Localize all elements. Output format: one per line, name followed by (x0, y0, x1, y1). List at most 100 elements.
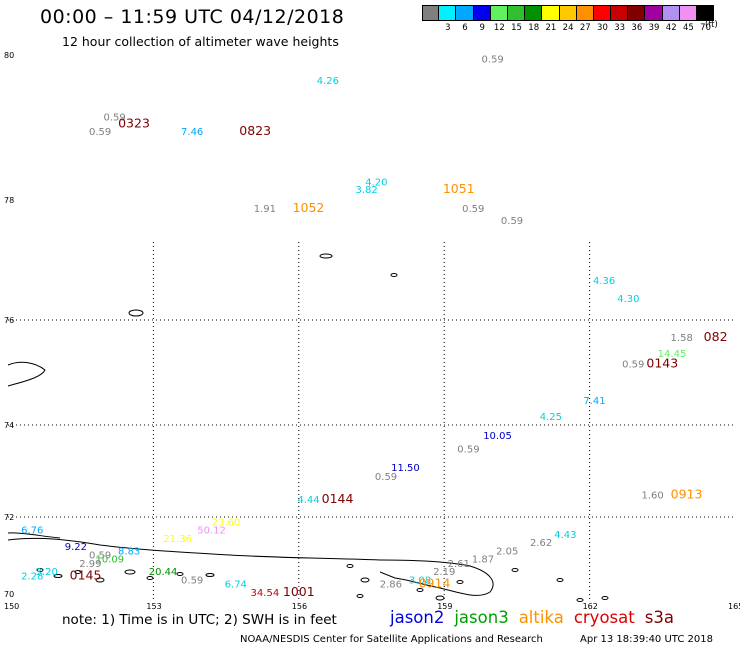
wave-height-value: 1.58 (671, 333, 693, 344)
wave-height-value: 0.59 (457, 445, 479, 456)
wave-height-value: 2.61 (448, 559, 470, 570)
wave-height-value: 14.45 (658, 349, 687, 360)
legend-value: 3 (445, 23, 451, 33)
legend-value: 21 (545, 23, 557, 33)
satellite-key: jason2 jason3 altika cryosat s3a (390, 608, 674, 627)
wave-height-value: 7.41 (583, 396, 605, 407)
legend-color-box (645, 5, 663, 21)
coastline-left-edge (7, 532, 61, 539)
legend-swatch: 24 (559, 5, 577, 33)
legend-swatch: 42 (662, 5, 680, 33)
wave-height-value: 4.43 (554, 530, 576, 541)
legend-color-box (525, 5, 543, 21)
legend-value: 12 (493, 23, 505, 33)
pass-time-label: 0823 (239, 123, 271, 138)
legend-swatch: 3 (439, 5, 457, 33)
legend-swatch: 70 (697, 5, 715, 33)
legend-swatch: 6 (456, 5, 474, 33)
pass-time-label: 1001 (283, 584, 315, 599)
wave-height-value: 20.44 (149, 567, 178, 578)
legend-color-box (490, 5, 508, 21)
legend-swatch (422, 5, 440, 33)
latitude-tick-label: 72 (4, 513, 14, 522)
legend-swatch: 39 (645, 5, 663, 33)
legend-value: 39 (648, 23, 660, 33)
longitude-tick-label: 162 (583, 602, 598, 611)
legend-value: 33 (614, 23, 626, 33)
legend-color-box (439, 5, 457, 21)
wave-height-value: 1.87 (472, 555, 494, 566)
axis-labels: 150 153 156 159 162 165 80 78 76 74 72 70 (4, 51, 740, 611)
wave-height-value: 2.05 (496, 546, 518, 557)
satellite-cryosat: cryosat (573, 608, 635, 627)
island-small-1 (319, 253, 333, 259)
wave-height-value: 2.28 (21, 571, 43, 582)
legend-swatch: 27 (576, 5, 594, 33)
wave-height-value: 2.62 (530, 538, 552, 549)
legend-color-box (662, 5, 680, 21)
legend-color-box (542, 5, 560, 21)
wave-height-value: 10.05 (483, 431, 512, 442)
island-small-3 (128, 309, 144, 317)
legend-color-box (593, 5, 612, 21)
wave-height-value: 0.59 (501, 216, 523, 227)
wave-height-value: 3.20 (36, 567, 58, 578)
longitude-tick-label: 150 (4, 602, 19, 611)
legend-value: 27 (579, 23, 591, 33)
wave-height-value: 0.59 (482, 54, 504, 65)
wave-height-value: 3.82 (356, 185, 378, 196)
wave-height-value: 0.59 (375, 472, 397, 483)
legend-swatch: 18 (525, 5, 543, 33)
legend-color-box (628, 5, 646, 21)
legend-color-box (559, 5, 577, 21)
coastline (7, 253, 609, 602)
coastline-mainland (7, 537, 494, 596)
wave-height-value: 6.74 (225, 580, 247, 591)
latitude-tick-label: 78 (4, 196, 14, 205)
legend-value: 45 (682, 23, 694, 33)
pass-time-label: 0145 (70, 567, 102, 582)
latitude-tick-label: 80 (4, 51, 14, 60)
wave-height-value: 0.59 (622, 359, 644, 370)
latitude-tick-label: 70 (4, 590, 14, 599)
pass-time-label: 0143 (646, 355, 678, 370)
legend-value: 30 (597, 23, 608, 33)
wave-height-value: 4.20 (365, 178, 387, 189)
satellite-altika: altika (518, 608, 564, 627)
pass-time-label: 1051 (443, 181, 475, 196)
legend-swatch: 15 (507, 5, 526, 33)
legend-value: 24 (562, 23, 574, 33)
wave-height-value: 1.91 (254, 204, 276, 215)
wave-height-value: 0.59 (181, 575, 203, 586)
wave-height-value: 0.59 (89, 127, 111, 138)
wave-height-value: 4.26 (317, 76, 339, 87)
legend-unit: (ft) (705, 20, 718, 30)
legend-value: 9 (479, 23, 485, 33)
wave-height-value: 9.22 (65, 542, 87, 553)
legend-color-box (576, 5, 594, 21)
wave-height-value: 7.46 (181, 127, 203, 138)
wave-height-value: 21.36 (163, 534, 192, 545)
satellite-jason2: jason2 (390, 608, 445, 627)
map-frame (8, 55, 735, 600)
wave-height-value: 6.76 (21, 526, 43, 537)
longitude-tick-label: 159 (437, 602, 452, 611)
legend-color-box (473, 5, 491, 21)
wave-height-value: 1.60 (641, 491, 663, 502)
legend-swatch: 30 (593, 5, 612, 33)
wave-height-value: 2.86 (380, 580, 402, 591)
wave-height-value: 4.25 (540, 412, 562, 423)
legend-value: 36 (631, 23, 643, 33)
wave-height-value: 4.30 (617, 294, 639, 305)
wave-height-value: 2.19 (433, 567, 455, 578)
legend-color-box (456, 5, 474, 21)
legend-swatch: 9 (473, 5, 491, 33)
island-small-2 (390, 273, 398, 277)
latitude-tick-label: 74 (4, 421, 14, 430)
pass-time-label: 082 (704, 329, 728, 344)
pass-time-label: 1052 (293, 200, 325, 215)
pass-time-label: 0913 (671, 487, 703, 502)
